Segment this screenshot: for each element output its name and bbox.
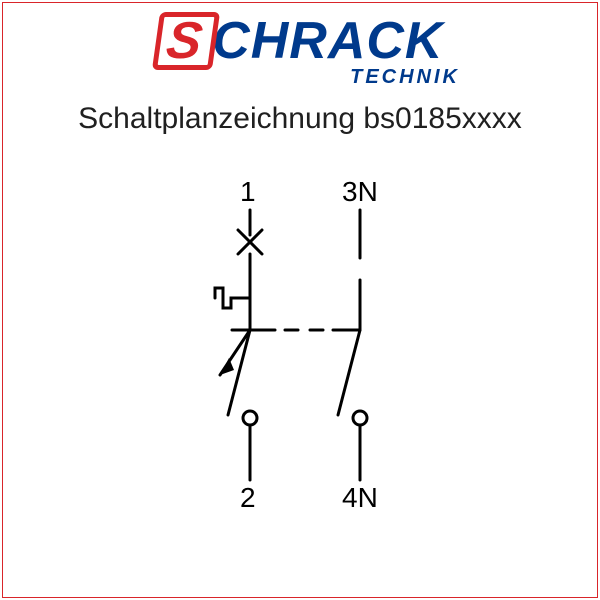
schematic-svg bbox=[120, 180, 480, 540]
logo-rest: CHRACK bbox=[212, 12, 443, 70]
circuit-schematic: 1 3N 2 4N bbox=[120, 180, 480, 540]
terminal-label-3n: 3N bbox=[342, 176, 378, 208]
diagram-title: Schaltplanzeichnung bs0185xxxx bbox=[0, 102, 600, 136]
logo-wordmark: SCHRACK bbox=[156, 12, 443, 70]
terminal-label-4n: 4N bbox=[342, 482, 378, 514]
logo-initial-box: S bbox=[152, 12, 220, 70]
terminal-label-2: 2 bbox=[240, 482, 256, 514]
terminal-label-1: 1 bbox=[240, 176, 256, 208]
brand-logo: SCHRACK TECHNIK bbox=[130, 12, 470, 89]
